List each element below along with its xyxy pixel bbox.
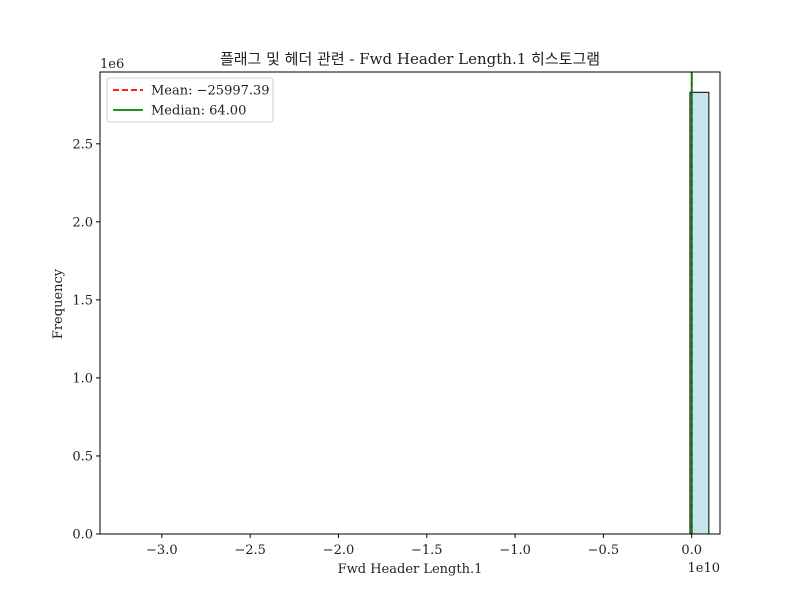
legend-mean-label: Mean: −25997.39 [151, 84, 270, 99]
x-tick-label: −2.5 [234, 543, 266, 558]
x-axis-ticks: −3.0 −2.5 −2.0 −1.5 −1.0 −0.5 0.0 [146, 534, 702, 558]
plot-frame [99, 71, 721, 535]
chart-title: 플래그 및 헤더 관련 - Fwd Header Length.1 히스토그램 [220, 50, 600, 68]
y-tick-label: 1.5 [72, 293, 93, 308]
y-tick-label: 0.0 [72, 528, 93, 543]
x-tick-label: −3.0 [146, 543, 178, 558]
x-tick-label: 0.0 [681, 543, 702, 558]
y-axis-ticks: 0.0 0.5 1.0 1.5 2.0 2.5 [72, 137, 100, 543]
x-tick-label: −2.0 [323, 543, 355, 558]
legend-median-label: Median: 64.00 [151, 104, 246, 119]
legend-box [106, 77, 274, 123]
y-tick-label: 2.0 [72, 215, 93, 230]
x-tick-label: −0.5 [588, 543, 620, 558]
histogram-bar [689, 91, 710, 535]
x-axis-offset-label: 1e10 [687, 561, 720, 576]
x-tick-label: −1.0 [499, 543, 531, 558]
y-tick-label: 0.5 [72, 449, 93, 464]
y-tick-label: 1.0 [72, 371, 93, 386]
legend: Mean: −25997.39 Median: 64.00 [106, 77, 274, 123]
y-tick-label: 2.5 [72, 137, 93, 152]
histogram-bars [689, 91, 710, 535]
y-axis-label: Frequency [51, 268, 66, 339]
x-tick-label: −1.5 [411, 543, 443, 558]
x-axis-label: Fwd Header Length.1 [338, 562, 483, 577]
y-axis-offset-label: 1e6 [100, 57, 124, 72]
